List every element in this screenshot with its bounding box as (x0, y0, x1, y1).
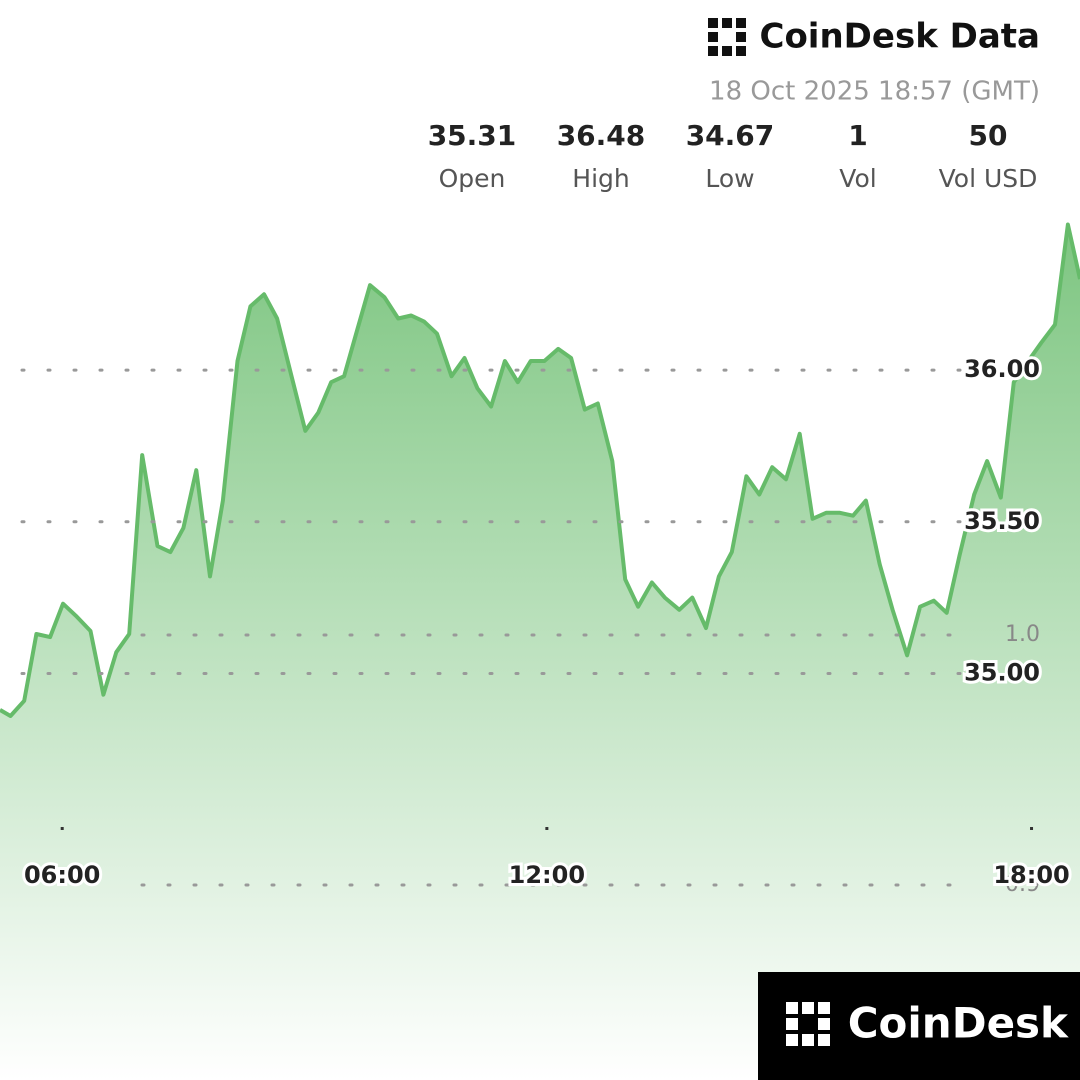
stat-label: Open (439, 164, 506, 193)
stat-value: 36.48 (557, 119, 646, 152)
watermark-logo (786, 1002, 830, 1046)
y2-tick-label: 1.0 (1005, 622, 1040, 647)
brand: CoinDesk Data (760, 17, 1041, 57)
x-tick-label: 06:00 (24, 861, 100, 889)
x-tick-label: 18:00 (993, 861, 1069, 889)
brand-logo (708, 18, 746, 56)
stat-value: 50 (969, 119, 1008, 152)
stats: 35.31 Open 36.48 High 34.67 Low 1 Vol 50 Vol USD (428, 119, 1038, 193)
price-line (0, 222, 1080, 718)
stat-label: Vol (839, 164, 876, 193)
stat-label: High (572, 164, 629, 193)
watermark: CoinDesk (848, 999, 1069, 1048)
stat-label: Vol USD (939, 164, 1038, 193)
area-fill (0, 224, 1080, 1080)
y-tick-label: 35.00 (964, 658, 1040, 686)
plot: 35.00 35.50 36.00 0.9 1.0 06:00 12:00 18:00 (0, 222, 1080, 1080)
stat-value: 35.31 (428, 119, 517, 152)
stat-value: 34.67 (686, 119, 775, 152)
x-tick-label: 12:00 (509, 861, 585, 889)
stat-label: Low (705, 164, 754, 193)
timestamp: 18 Oct 2025 18:57 (GMT) (709, 77, 1040, 107)
y-tick-label: 35.50 (964, 507, 1040, 535)
stat-value: 1 (848, 119, 867, 152)
watermark-box (758, 972, 1080, 1080)
y2-tick-label: 0.9 (1005, 872, 1040, 897)
y-tick-label: 36.00 (964, 355, 1040, 383)
